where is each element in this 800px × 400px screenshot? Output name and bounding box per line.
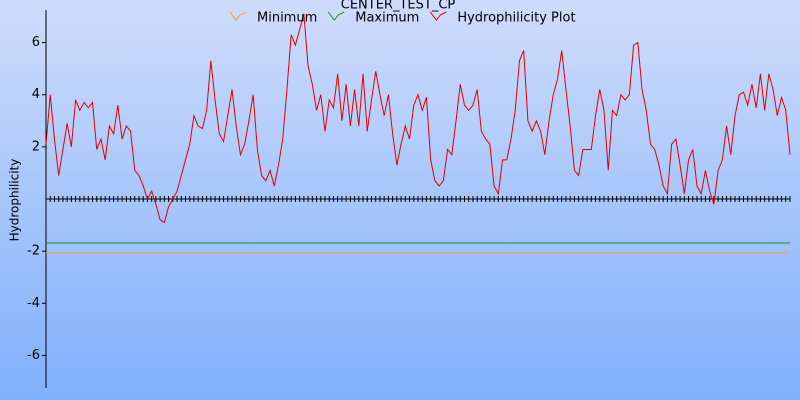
legend-label: Minimum — [257, 11, 317, 26]
data-line — [45, 13, 791, 224]
y-tick-label: -4 — [27, 296, 40, 311]
legend-icon — [229, 11, 247, 21]
y-tick-label: -2 — [27, 244, 40, 259]
legend-icon — [429, 11, 447, 21]
y-tick-label: 4 — [32, 87, 40, 102]
y-axis-label: Hydrophilicity — [8, 159, 22, 242]
y-tick-label: -6 — [27, 348, 40, 363]
legend-label: Hydrophilicity Plot — [457, 11, 575, 26]
chart-title: CENTER_TEST_CP — [341, 0, 456, 13]
y-tick-label: 2 — [32, 139, 40, 154]
legend-icon — [327, 11, 345, 21]
legend-label: Maximum — [355, 11, 419, 26]
y-tick-label: 6 — [32, 35, 40, 50]
